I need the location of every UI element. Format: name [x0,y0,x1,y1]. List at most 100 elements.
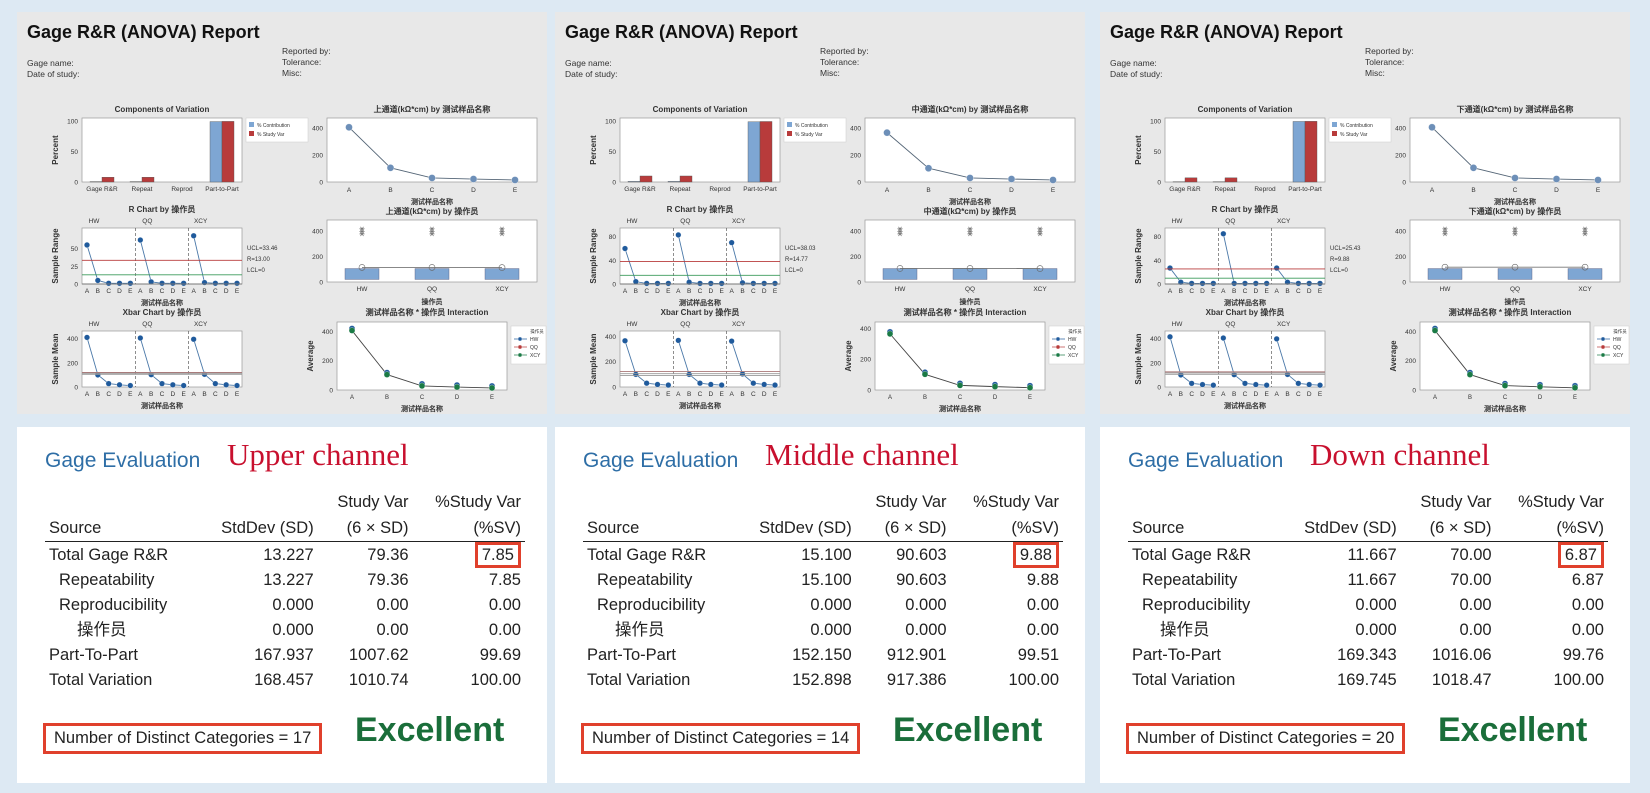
data-point [643,280,650,287]
data-point [1317,382,1323,389]
x-tick-label: Reprod [709,186,731,193]
legend-label: % Study Var [257,132,285,138]
table-row: Total Gage R&R 15.100 90.603 9.88 [583,542,1063,568]
x-tick-label: B [202,391,206,398]
x-tick-label: QQ [965,286,975,293]
x-tick-label: C [430,187,435,194]
legend-label: HW [1613,337,1622,343]
source-cell: Total Gage R&R [1132,545,1252,564]
source-cell: 操作员 [1160,621,1210,639]
x-tick-label: XCY [1578,286,1592,293]
data-point [1295,280,1302,287]
components-title: Components of Variation [1198,105,1293,114]
x-tick-label: E [128,288,133,295]
meta-field: Tolerance: [1365,57,1404,67]
studyvar-cell: 0.00 [1459,621,1492,639]
x-tick-label: C [1296,288,1301,295]
pct-studyvar-cell: 100.00 [951,668,1063,693]
x-tick-label: A [138,288,143,295]
data-point [348,327,356,334]
x-tick-label: D [762,288,767,295]
x-tick-label: C [213,391,218,398]
x-tick-label: E [719,391,724,398]
data-point [94,277,101,284]
report-charts: Gage R&R (ANOVA) Report Gage name:Date of… [27,22,547,413]
data-point [159,380,165,387]
source-cell: Repeatability [1142,571,1238,589]
pct-studyvar-cell: 9.88 [951,568,1063,593]
x-tick-label: D [117,288,122,295]
x-tick-label: D [1253,391,1258,398]
contribution-bar [627,181,641,183]
x-tick-label: A [85,391,90,398]
contribution-bar [209,121,223,183]
x-tick-label: E [1028,395,1032,401]
pct-value: 99.76 [1562,646,1604,664]
data-point [772,280,778,287]
col-studyvar-1: Study Var [1420,493,1492,511]
plot-area [336,321,508,391]
pct-studyvar-cell: 99.51 [951,643,1063,668]
y-tick-label: 400 [67,336,78,343]
pct-value: 0.00 [1571,621,1604,639]
y-tick-label: 400 [850,228,861,235]
x-tick-label: A [138,391,143,398]
data-point [383,371,391,378]
data-point [1220,335,1227,341]
x-tick-label: D [1200,391,1205,398]
data-point [1594,176,1602,184]
interaction-title: 测试样品名称 * 操作员 Interaction [1449,307,1572,317]
data-point [234,280,240,287]
stddev-cell: 11.667 [1347,571,1397,589]
stddev-cell: 0.000 [272,621,314,639]
stddev-cell: 15.100 [801,545,852,564]
col-studyvar-1: Study Var [875,493,947,511]
gage-rr-report: Gage R&R (ANOVA) Report Gage name: Date of… [1100,12,1630,414]
meta-field: Reported by: [282,46,331,56]
data-point [1306,280,1313,287]
x-tick-label: A [676,288,681,295]
data-point [127,280,134,287]
meta-field: Gage name: [27,58,74,68]
col-pct-2: (%SV) [1495,515,1608,542]
x-tick-label: E [128,391,133,398]
lcl-label: LCL=0 [1330,268,1349,274]
data-point [180,382,187,389]
legend-label: % Contribution [257,123,290,129]
y-tick-label: 0 [74,385,78,392]
interaction-title: 测试样品名称 * 操作员 Interaction [904,307,1027,317]
y-tick-label: 400 [850,125,861,132]
data-point [1199,280,1206,287]
col-source: Source [583,515,736,542]
data-point [1501,382,1509,389]
source-cell: 操作员 [77,621,127,639]
x-tick-label: A [623,288,628,295]
y-tick-label: 200 [850,152,861,159]
operator-group-label: XCY [194,321,208,328]
col-source: Source [1128,515,1281,542]
legend-title: 操作员 [1613,328,1627,335]
x-tick-label: A [676,391,681,398]
y-tick-label: 0 [612,282,616,289]
x-tick-label: HW [1440,286,1452,293]
y-tick-label: 0 [857,280,861,287]
y-tick-label: 400 [1150,336,1161,343]
x-tick-label: B [740,288,744,295]
data-point [169,280,176,287]
x-tick-label: A [1168,391,1173,398]
source-cell: Total Gage R&R [587,545,707,564]
box [414,268,450,280]
data-point [643,380,650,387]
y-axis-label: Average [306,340,315,372]
x-tick-label: D [471,187,476,194]
data-point [137,237,144,243]
ucl-label: UCL=33.46 [247,246,278,252]
x-tick-label: B [687,391,691,398]
x-axis-title: 操作员 [1505,297,1526,306]
studyvar-cell: 912.901 [886,646,947,664]
components-title: Components of Variation [115,105,210,114]
mean-marker [1441,263,1449,271]
y-tick-label: 200 [860,357,871,364]
table-header-row: Source StdDev (SD) (6 × SD) (%SV) [45,515,525,542]
data-point [761,280,768,287]
